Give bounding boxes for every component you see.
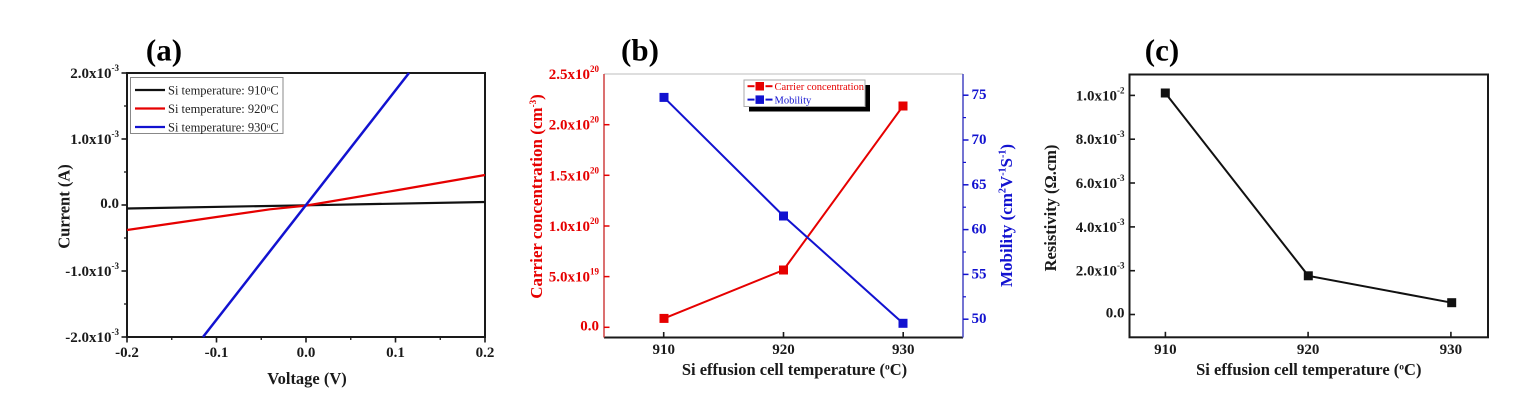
svg-text:(c): (c): [1145, 33, 1179, 68]
svg-text:-0.2: -0.2: [115, 345, 139, 361]
svg-text:5.0x1019: 5.0x1019: [549, 267, 600, 286]
svg-text:4.0x10-3: 4.0x10-3: [1076, 217, 1125, 236]
svg-text:2.0x10-3: 2.0x10-3: [70, 63, 119, 82]
svg-text:0.2: 0.2: [476, 345, 495, 361]
svg-text:-2.0x10-3: -2.0x10-3: [65, 327, 119, 346]
svg-text:65: 65: [972, 177, 987, 193]
svg-text:Si effusion cell temperature (: Si effusion cell temperature (oC): [682, 360, 907, 379]
svg-text:50: 50: [972, 311, 987, 327]
svg-text:0.1: 0.1: [386, 345, 405, 361]
svg-text:Voltage (V): Voltage (V): [267, 369, 347, 388]
svg-text:Carrier concentration (cm-3): Carrier concentration (cm-3): [527, 94, 546, 299]
svg-text:1.0x10-3: 1.0x10-3: [70, 129, 119, 148]
svg-text:910: 910: [652, 342, 675, 358]
svg-text:930: 930: [1440, 342, 1463, 358]
svg-text:2.0x10-3: 2.0x10-3: [1076, 261, 1125, 280]
svg-text:Si temperature: 930oC: Si temperature: 930oC: [168, 120, 279, 134]
svg-text:8.0x10-3: 8.0x10-3: [1076, 129, 1125, 148]
svg-text:Carrier concentration: Carrier concentration: [775, 82, 865, 93]
svg-text:0.0: 0.0: [297, 345, 316, 361]
svg-text:1.0x1020: 1.0x1020: [549, 216, 600, 235]
svg-text:920: 920: [772, 342, 795, 358]
svg-text:Si temperature: 910oC: Si temperature: 910oC: [168, 83, 279, 97]
svg-text:70: 70: [972, 132, 987, 148]
svg-text:0.0: 0.0: [100, 196, 119, 212]
svg-text:(b): (b): [621, 33, 659, 68]
svg-text:0.0: 0.0: [580, 318, 599, 334]
svg-text:Mobility: Mobility: [775, 95, 813, 106]
svg-text:1.5x1020: 1.5x1020: [549, 165, 600, 184]
svg-text:0.0: 0.0: [1106, 306, 1125, 322]
svg-text:55: 55: [972, 266, 987, 282]
svg-text:Si effusion cell temperature (: Si effusion cell temperature (oC): [1196, 360, 1421, 379]
svg-text:Resistivity (Ω.cm): Resistivity (Ω.cm): [1041, 145, 1060, 272]
svg-text:60: 60: [972, 222, 987, 238]
svg-text:-1.0x10-3: -1.0x10-3: [65, 261, 119, 280]
svg-text:6.0x10-3: 6.0x10-3: [1076, 173, 1125, 192]
svg-text:920: 920: [1297, 342, 1320, 358]
svg-text:Si temperature: 920oC: Si temperature: 920oC: [168, 102, 279, 116]
svg-text:Current (A): Current (A): [55, 164, 74, 248]
svg-text:75: 75: [972, 87, 987, 103]
svg-text:1.0x10-2: 1.0x10-2: [1076, 85, 1125, 104]
svg-text:2.0x1020: 2.0x1020: [549, 115, 600, 134]
svg-text:(a): (a): [146, 33, 182, 68]
svg-text:930: 930: [892, 342, 915, 358]
svg-text:910: 910: [1154, 342, 1177, 358]
svg-text:2.5x1020: 2.5x1020: [549, 64, 600, 83]
svg-text:Mobility (cm2V-1S-1): Mobility (cm2V-1S-1): [997, 144, 1016, 287]
svg-text:-0.1: -0.1: [205, 345, 229, 361]
